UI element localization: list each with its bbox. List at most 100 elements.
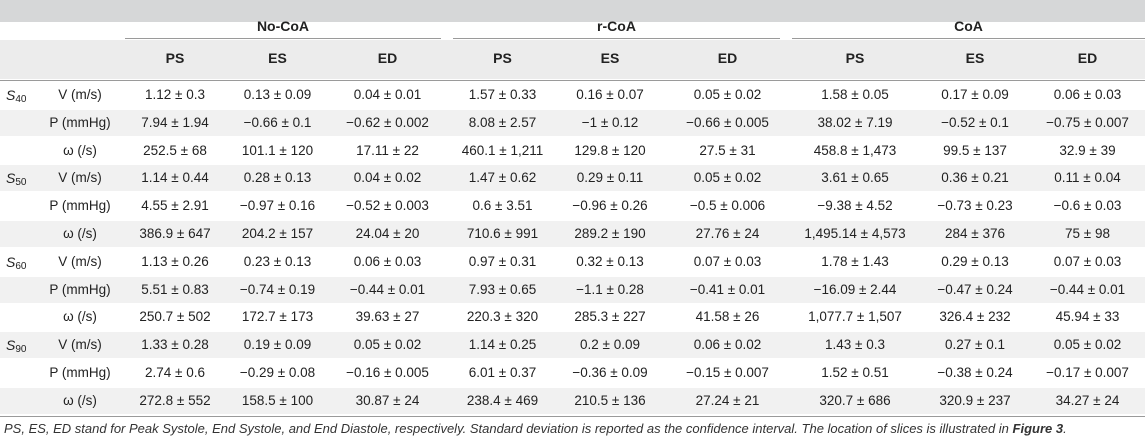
- slice-label: S60: [6, 249, 26, 275]
- value-cell: 1.52 ± 0.51: [821, 365, 889, 380]
- value-cell: −1 ± 0.12: [581, 114, 639, 130]
- table-row: P (mmHg) 4.55 ± 2.91 −0.97 ± 0.16 −0.52 ± 0…: [0, 193, 1145, 219]
- value-cell: −9.38 ± 4.52: [817, 198, 893, 214]
- value-cell: 320.9 ± 237: [939, 392, 1011, 408]
- value-cell: −0.5 ± 0.006: [689, 198, 766, 214]
- value-cell: −0.62 ± 0.002: [346, 114, 429, 130]
- value-cell: 0.11 ± 0.04: [1054, 170, 1121, 186]
- value-cell: 5.51 ± 0.83: [141, 281, 209, 297]
- value-cell: 24.04 ± 20: [355, 226, 420, 241]
- value-cell: 1.12 ± 0.3: [145, 87, 205, 102]
- value-cell: −0.96 ± 0.26: [572, 198, 648, 214]
- table-row: ω (/s) 252.5 ± 68 101.1 ± 120 17.11 ± 22 460…: [0, 138, 1145, 164]
- value-cell: 8.08 ± 2.57: [468, 114, 537, 130]
- col-header-ed: ED: [377, 50, 398, 66]
- metric-label: ω (/s): [63, 226, 97, 241]
- value-cell: 34.27 ± 24: [1055, 392, 1120, 408]
- col-header-ed: ED: [717, 50, 738, 66]
- value-cell: 460.1 ± 1,211: [461, 142, 544, 158]
- value-cell: 1.57 ± 0.33: [468, 87, 537, 102]
- table-row: P (mmHg) 5.51 ± 0.83 −0.74 ± 0.19 −0.44 ± 0…: [0, 276, 1145, 303]
- value-cell: 250.7 ± 502: [139, 309, 211, 325]
- value-cell: 2.74 ± 0.6: [145, 365, 205, 380]
- slice-subscript: 50: [15, 177, 27, 189]
- group-header-coa: CoA: [954, 18, 983, 34]
- value-cell: −0.66 ± 0.005: [686, 114, 769, 130]
- value-cell: −0.52 ± 0.003: [346, 198, 429, 214]
- value-cell: 4.55 ± 2.91: [141, 198, 209, 214]
- value-cell: −0.73 ± 0.23: [937, 198, 1013, 214]
- value-cell: −0.52 ± 0.1: [941, 114, 1009, 130]
- metric-label: ω (/s): [63, 309, 97, 325]
- metric-label: V (m/s): [58, 170, 102, 186]
- metric-label: P (mmHg): [49, 114, 111, 130]
- value-cell: 30.87 ± 24: [355, 392, 420, 408]
- value-cell: −0.41 ± 0.01: [689, 281, 766, 297]
- value-cell: 0.05 ± 0.02: [353, 337, 422, 353]
- table-row: ω (/s) 386.9 ± 647 204.2 ± 157 24.04 ± 20 71…: [0, 221, 1145, 247]
- table-row: P (mmHg) 2.74 ± 0.6 −0.29 ± 0.08 −0.16 ± 0.…: [0, 360, 1145, 386]
- value-cell: 27.24 ± 21: [695, 392, 760, 408]
- value-cell: 204.2 ± 157: [241, 226, 314, 241]
- value-cell: 220.3 ± 320: [466, 309, 539, 325]
- footnote-end: .: [1063, 421, 1067, 436]
- value-cell: 0.07 ± 0.03: [1053, 253, 1122, 269]
- metric-label: ω (/s): [63, 142, 97, 158]
- value-cell: 27.76 ± 24: [695, 226, 760, 241]
- metric-label: P (mmHg): [49, 198, 111, 214]
- value-cell: 1.14 ± 0.25: [468, 337, 537, 353]
- value-cell: 210.5 ± 136: [574, 392, 646, 408]
- value-cell: −0.44 ± 0.01: [349, 281, 426, 297]
- value-cell: −0.36 ± 0.09: [572, 365, 648, 380]
- value-cell: 0.04 ± 0.02: [353, 170, 422, 186]
- value-cell: 238.4 ± 469: [466, 392, 539, 408]
- figure-reference-link[interactable]: Figure 3: [1012, 421, 1064, 436]
- slice-letter: S: [6, 337, 16, 354]
- value-cell: 1.14 ± 0.44: [141, 170, 209, 186]
- value-cell: 326.4 ± 232: [939, 309, 1011, 325]
- col-header-ps: PS: [493, 50, 512, 66]
- value-cell: 0.27 ± 0.1: [945, 337, 1005, 353]
- value-cell: 289.2 ± 190: [574, 226, 646, 241]
- value-cell: −0.29 ± 0.08: [239, 365, 316, 380]
- slice-label: S90: [6, 332, 26, 358]
- value-cell: −0.38 ± 0.24: [937, 365, 1013, 380]
- group-header-r-coa: r-CoA: [597, 18, 636, 34]
- value-cell: 0.29 ± 0.11: [576, 170, 644, 186]
- group-rule: [453, 38, 780, 39]
- slice-letter: S: [6, 87, 16, 103]
- group-rule: [792, 38, 1145, 39]
- slice-letter: S: [6, 253, 16, 270]
- value-cell: 1.47 ± 0.62: [468, 170, 537, 186]
- slice-subscript: 60: [15, 260, 27, 272]
- value-cell: 0.29 ± 0.13: [941, 253, 1009, 269]
- value-cell: 0.06 ± 0.03: [1053, 87, 1122, 102]
- value-cell: 101.1 ± 120: [241, 142, 314, 158]
- value-cell: 0.32 ± 0.13: [576, 253, 644, 269]
- value-cell: 1.13 ± 0.26: [141, 253, 209, 269]
- footnote-text: PS, ES, ED stand for Peak Systole, End S…: [4, 421, 1013, 436]
- value-cell: 0.2 ± 0.09: [580, 337, 640, 353]
- value-cell: 0.19 ± 0.09: [243, 337, 312, 353]
- value-cell: 0.28 ± 0.13: [243, 170, 312, 186]
- value-cell: −0.17 ± 0.007: [1046, 365, 1129, 380]
- value-cell: 75 ± 98: [1065, 226, 1110, 241]
- value-cell: 129.8 ± 120: [574, 142, 646, 158]
- value-cell: −0.47 ± 0.24: [937, 281, 1013, 297]
- value-cell: 0.16 ± 0.07: [576, 87, 644, 102]
- value-cell: 710.6 ± 991: [466, 226, 539, 241]
- value-cell: 158.5 ± 100: [241, 392, 314, 408]
- metric-label: P (mmHg): [49, 365, 111, 380]
- value-cell: 1.43 ± 0.3: [825, 337, 885, 353]
- table-bottom-rule: [0, 416, 1145, 417]
- value-cell: 386.9 ± 647: [139, 226, 211, 241]
- metric-label: V (m/s): [58, 337, 102, 353]
- value-cell: −16.09 ± 2.44: [813, 281, 897, 297]
- value-cell: 252.5 ± 68: [143, 142, 207, 158]
- group-rule: [125, 38, 441, 39]
- value-cell: 0.13 ± 0.09: [243, 87, 312, 102]
- value-cell: 284 ± 376: [945, 226, 1005, 241]
- table-footnote: PS, ES, ED stand for Peak Systole, End S…: [4, 421, 1144, 436]
- col-header-es: ES: [965, 50, 985, 66]
- col-header-es: ES: [268, 50, 287, 66]
